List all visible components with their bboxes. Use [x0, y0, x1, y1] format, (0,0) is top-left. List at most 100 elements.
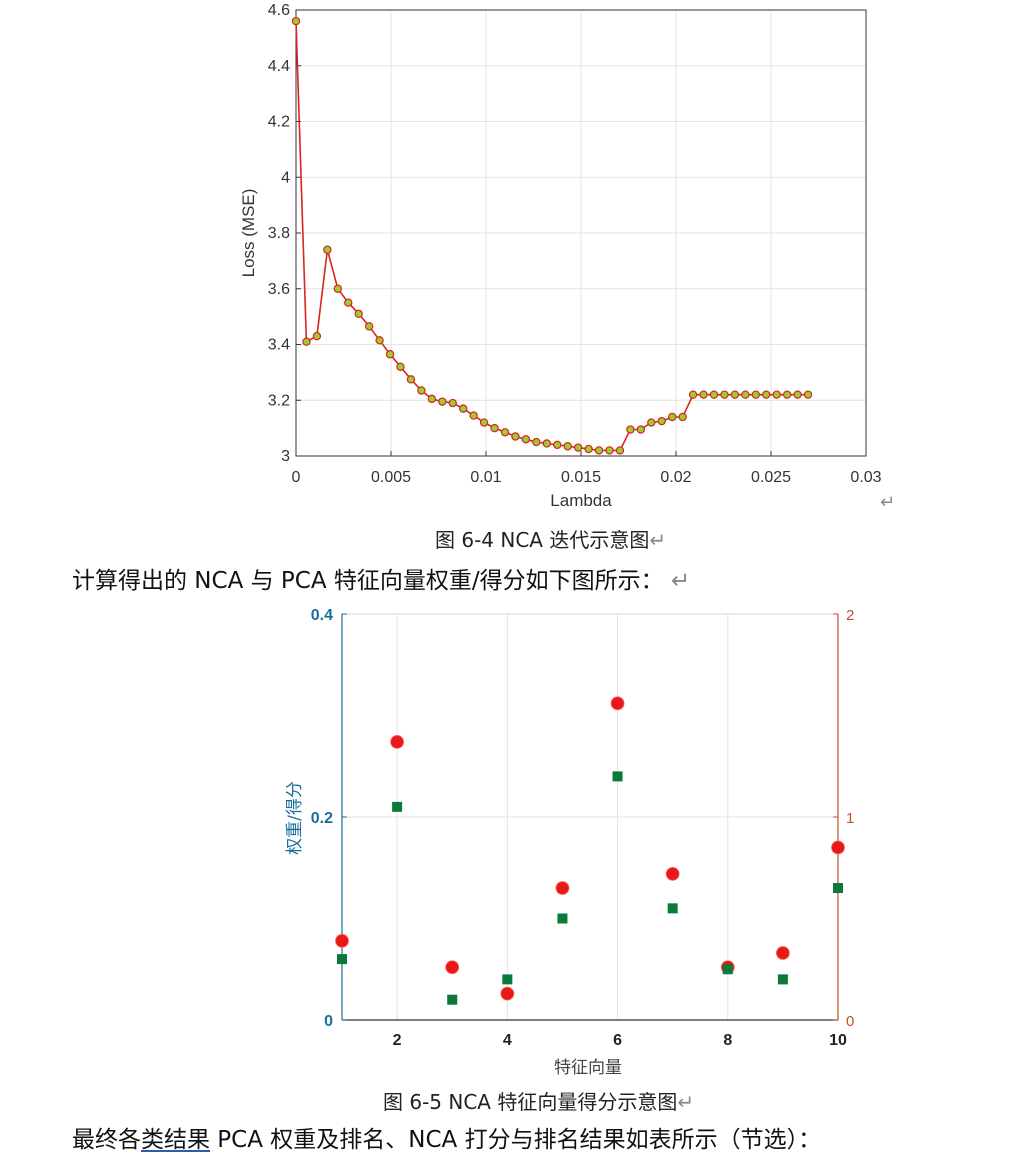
- chart1-data-point: [375, 336, 384, 345]
- chart1-y-ticks: 3 3.2 3.4 3.6 3.8 4 4.2 4.4 4.6: [268, 2, 301, 465]
- chart1-data-point: [427, 394, 437, 404]
- return-mark-3: ↵: [670, 568, 691, 594]
- chart1-data-point: [751, 390, 761, 399]
- chart1-data-point: [385, 350, 395, 359]
- para1-text: 计算得出的 NCA 与 PCA 特征向量权重/得分如下图所示：: [72, 568, 664, 594]
- para2-text-b: PCA 权重及排名、NCA 打分与排名结果如表所示（节选）：: [210, 1127, 822, 1153]
- chart1-y-tick-label: 4.2: [268, 114, 290, 131]
- chart1-data-point: [730, 390, 740, 399]
- chart2-x-tick-label: 8: [723, 1032, 732, 1049]
- caption1-text: 图 6-4 NCA 迭代示意图: [435, 528, 650, 552]
- chart1-data-point: [396, 362, 405, 371]
- chart2-x-ticks: 2 4 6 8 10: [393, 1032, 847, 1049]
- chart1-x-tick-label: 0.02: [660, 469, 691, 486]
- chart1-y-tick-label: 3.6: [268, 281, 290, 298]
- chart2-weight-point: [502, 974, 513, 985]
- chart1-y-tick-label: 3.2: [268, 392, 290, 409]
- return-mark-1: ↵: [880, 492, 896, 513]
- chart1-x-tick-label: 0.015: [561, 469, 601, 486]
- chart1-data-point: [772, 390, 781, 399]
- chart2-x-label: 特征向量: [554, 1058, 622, 1078]
- chart1-y-tick-label: 4.6: [268, 2, 290, 19]
- chart1-y-tick-label: 3.4: [268, 337, 290, 354]
- chart2-score-point: [831, 840, 845, 855]
- chart1-data-point: [699, 390, 708, 399]
- chart2-right-tick-label: 0: [846, 1013, 854, 1030]
- paragraph-1: 计算得出的 NCA 与 PCA 特征向量权重/得分如下图所示： ↵: [72, 561, 690, 595]
- chart1-data-point: [479, 418, 489, 427]
- chart1-x-tick-label: 0.03: [850, 469, 881, 486]
- return-mark-2: ↵: [649, 528, 667, 552]
- chart1-y-tick-label: 3.8: [268, 225, 290, 242]
- chart1-data-point: [500, 428, 510, 437]
- chart1-data-point: [709, 390, 719, 399]
- chart2-score-point: [665, 866, 680, 881]
- chart1-series-line: [295, 21, 809, 452]
- chart1-data-point: [406, 375, 416, 384]
- chart1-data-point: [782, 390, 792, 399]
- caption2-text: 图 6-5 NCA 特征向量得分示意图: [383, 1090, 678, 1114]
- chart2-weight-point: [557, 913, 568, 924]
- chart1-data-point: [636, 425, 646, 434]
- chart1-data-point: [553, 440, 562, 450]
- chart1-data-point: [573, 443, 583, 452]
- return-mark-4: ↵: [677, 1090, 695, 1114]
- chart2-weight-point: [447, 994, 458, 1005]
- chart1-data-point: [657, 416, 666, 426]
- chart1-data-point: [594, 446, 604, 455]
- chart2-score-point: [500, 986, 515, 1001]
- chart1-data-point: [615, 446, 625, 455]
- chart1-x-tick-label: 0.025: [751, 469, 791, 486]
- chart2-score-point: [555, 881, 570, 895]
- chart2-points: [335, 696, 845, 1005]
- chart1-data-point: [532, 437, 541, 447]
- chart1-data-point: [793, 390, 802, 399]
- chart1-data-point: [584, 444, 593, 454]
- chart1-y-tick-label: 4: [281, 169, 290, 186]
- chart1-data-point: [803, 390, 813, 399]
- para2-text-a: 最终各: [72, 1127, 141, 1153]
- chart1-x-tick-label: 0: [292, 469, 301, 486]
- chart2-score-point: [335, 933, 349, 948]
- chart2-weight-point: [777, 974, 788, 985]
- chart1-data-point: [344, 298, 353, 307]
- chart1-data-point: [417, 386, 426, 395]
- chart1-data-point: [741, 390, 750, 399]
- chart2-right-tick-label: 2: [846, 607, 854, 624]
- chart2-score-point: [390, 734, 405, 749]
- chart2-score-point: [610, 696, 625, 711]
- chart1-data-point: [626, 425, 635, 434]
- chart2-y-label-left: 权重/得分: [285, 781, 305, 855]
- chart2-weight-point: [392, 801, 403, 812]
- chart2-left-tick-label: 0: [324, 1013, 333, 1030]
- chart1-y-tick-label: 4.4: [268, 58, 290, 75]
- chart1-data-point: [668, 412, 677, 422]
- chart1-data-point: [364, 322, 374, 331]
- chart2-weight-point: [337, 954, 347, 965]
- chart1-data-point: [438, 397, 447, 406]
- chart2-left-tick-label: 0.2: [311, 810, 333, 827]
- chart2-left-y-ticks: 0 0.2 0.4: [311, 607, 347, 1030]
- chart1-x-tick-label: 0.01: [470, 469, 501, 486]
- chart2-x-tick-label: 6: [613, 1032, 622, 1049]
- chart1-data-point: [678, 412, 687, 422]
- chart1-data-point: [469, 411, 478, 420]
- chart1-data-point: [647, 418, 656, 427]
- chart1-data-point: [688, 390, 698, 399]
- chart1-data-point: [490, 423, 499, 433]
- chart2-score-point: [775, 946, 790, 960]
- figure-caption-6-4: 图 6-4 NCA 迭代示意图↵: [435, 524, 666, 553]
- chart2-x-tick-label: 10: [829, 1032, 847, 1049]
- chart1-x-tick-label: 0.005: [371, 469, 411, 486]
- chart1-data-point: [563, 442, 572, 451]
- chart1-data-point: [459, 404, 468, 413]
- lambda-loss-chart: 0 0.005 0.01 0.015 0.02 0.025 0.03 33.23.43.63…: [239, 2, 882, 510]
- chart2-weight-point: [667, 903, 678, 914]
- chart2-grid: [342, 613, 839, 1020]
- chart2-score-point: [445, 960, 460, 975]
- chart2-weight-point: [612, 771, 623, 782]
- feature-score-chart: 2 4 6 8 10 0 0.2 0.4 0 1 2 特征向量 权重/得分: [285, 607, 854, 1078]
- para2-underlined-text: 类结果: [141, 1127, 210, 1153]
- chart2-weight-point: [833, 883, 843, 894]
- chart1-y-tick-label: 3: [281, 448, 290, 465]
